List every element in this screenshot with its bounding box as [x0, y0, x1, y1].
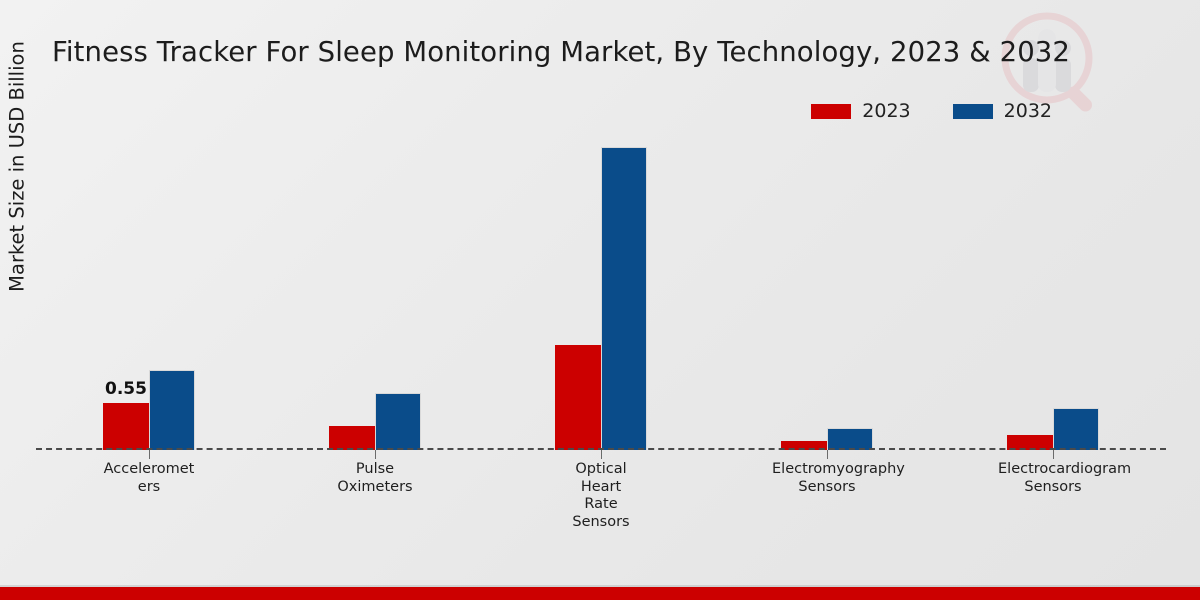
- category-label: Acceleromet ers: [103, 461, 195, 495]
- x-axis-baseline: [36, 448, 1166, 450]
- footer-accent-bar: [0, 587, 1200, 600]
- bar-wrapper: 0.55: [103, 379, 149, 450]
- bar-wrapper: [827, 427, 873, 450]
- bar-group: 0.55: [36, 140, 262, 450]
- bar-2032-2[interactable]: [601, 146, 647, 450]
- bar-2023-0[interactable]: [103, 402, 149, 450]
- bar-2032-4[interactable]: [1053, 407, 1099, 450]
- bar-group: [488, 140, 714, 450]
- bar-wrapper: [1007, 435, 1053, 450]
- bar-wrapper: [375, 393, 421, 450]
- chart-title: Fitness Tracker For Sleep Monitoring Mar…: [52, 36, 1070, 68]
- bar-2032-3[interactable]: [827, 427, 873, 450]
- tick-mark: [148, 450, 150, 459]
- tick-mark: [1052, 450, 1054, 459]
- x-axis-tick-labels: Acceleromet ers Pulse Oximeters Optical Heart…: [36, 450, 1166, 550]
- x-tick-2: Optical Heart Rate Sensors: [488, 450, 714, 550]
- bar-2023-3[interactable]: [781, 441, 827, 450]
- bar-group: [262, 140, 488, 450]
- bar-groups: 0.55: [36, 140, 1166, 450]
- bar-group: [714, 140, 940, 450]
- tick-mark: [600, 450, 602, 459]
- y-axis-title: Market Size in USD Billion: [5, 41, 29, 292]
- tick-mark: [826, 450, 828, 459]
- bar-2023-2[interactable]: [555, 344, 601, 450]
- legend-swatch-2023: [811, 103, 852, 119]
- x-tick-0: Acceleromet ers: [36, 450, 262, 550]
- x-tick-3: Electromyography Sensors: [714, 450, 940, 550]
- bar-2032-1[interactable]: [375, 393, 421, 450]
- bar-wrapper: [1053, 407, 1099, 450]
- x-tick-1: Pulse Oximeters: [262, 450, 488, 550]
- category-label: Pulse Oximeters: [337, 461, 413, 495]
- tick-mark: [374, 450, 376, 459]
- bar-wrapper: [781, 441, 827, 450]
- bar-2032-0[interactable]: [149, 369, 195, 450]
- legend-item-2023[interactable]: 2023: [811, 100, 911, 122]
- category-label: Optical Heart Rate Sensors: [572, 461, 630, 530]
- legend-item-2032[interactable]: 2032: [952, 100, 1052, 122]
- category-label: Electrocardiogram Sensors: [998, 461, 1132, 495]
- bar-group: [940, 140, 1166, 450]
- plot-area: 0.55: [36, 140, 1166, 450]
- category-label: Electromyography Sensors: [772, 461, 905, 495]
- legend-label-2023: 2023: [862, 100, 911, 122]
- bar-wrapper: [149, 369, 195, 450]
- bar-2023-4[interactable]: [1007, 435, 1053, 450]
- bar-value-label: 0.55: [105, 378, 147, 399]
- legend-label-2032: 2032: [1003, 100, 1052, 122]
- bar-wrapper: [601, 146, 647, 450]
- bar-2023-1[interactable]: [329, 425, 375, 450]
- bar-wrapper: [329, 425, 375, 450]
- bar-wrapper: [555, 344, 601, 450]
- footer-divider: [0, 585, 1200, 587]
- chart-legend: 2023 2032: [811, 100, 1052, 122]
- legend-swatch-2032: [952, 103, 993, 119]
- x-tick-4: Electrocardiogram Sensors: [940, 450, 1166, 550]
